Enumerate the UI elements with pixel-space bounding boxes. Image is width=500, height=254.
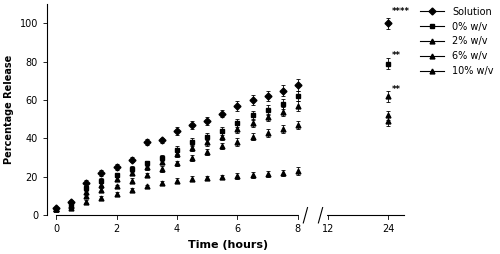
- X-axis label: Time (hours): Time (hours): [188, 240, 268, 250]
- Text: **: **: [392, 51, 401, 60]
- Text: **: **: [392, 85, 401, 94]
- Y-axis label: Percentage Release: Percentage Release: [4, 55, 14, 164]
- Text: ****: ****: [392, 7, 410, 16]
- Legend: Solution, 0% w/v, 2% w/v, 6% w/v, 10% w/v: Solution, 0% w/v, 2% w/v, 6% w/v, 10% w/…: [418, 5, 496, 78]
